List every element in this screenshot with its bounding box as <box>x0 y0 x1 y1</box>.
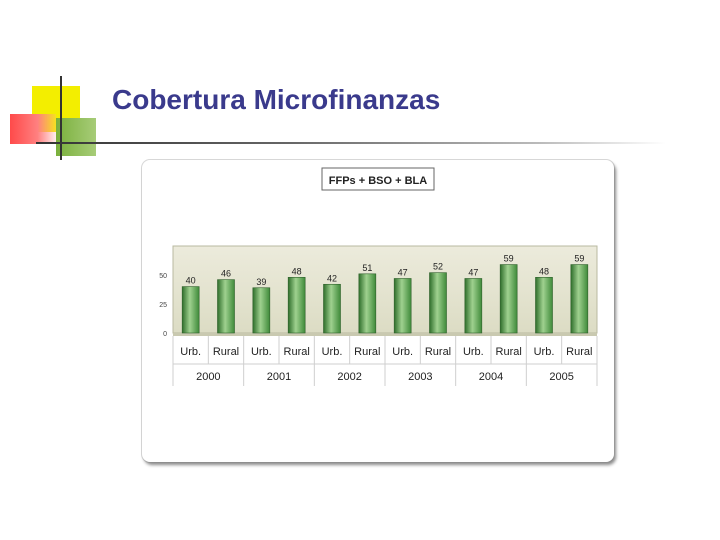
bar <box>181 286 200 334</box>
bar-value-label: 47 <box>468 267 478 277</box>
x-category-label: Rural <box>354 346 380 358</box>
x-category-label: Urb. <box>463 346 484 358</box>
bar <box>499 264 518 334</box>
bar-value-label: 40 <box>186 276 196 286</box>
decor-green-square <box>56 118 96 156</box>
x-group-label: 2004 <box>479 371 503 383</box>
bar <box>217 279 235 334</box>
slide-title: Cobertura Microfinanzas <box>112 84 441 115</box>
bar <box>252 287 271 334</box>
decor-horizontal-line <box>36 142 666 144</box>
bar-value-label: 48 <box>292 266 302 276</box>
bar-value-label: 48 <box>539 266 549 276</box>
bar-value-label: 46 <box>221 269 231 279</box>
bar-value-label: 47 <box>398 267 408 277</box>
bar-value-label: 52 <box>433 262 443 272</box>
plot-floor <box>173 333 597 336</box>
x-category-label: Urb. <box>180 346 201 358</box>
x-category-label: Rural <box>213 346 239 358</box>
chart-title: FFPs + BSO + BLA <box>329 175 427 187</box>
x-group-label: 2003 <box>408 371 432 383</box>
y-tick-label: 0 <box>163 331 167 338</box>
bar <box>393 278 412 334</box>
y-tick-label: 25 <box>159 302 167 309</box>
plot-area <box>172 245 598 334</box>
x-category-label: Rural <box>425 346 451 358</box>
chart-panel: FFPs + BSO + BLA 0 25 50 40 46 39 48 42 51 47 52 47 5… <box>142 160 614 462</box>
bar <box>429 272 447 334</box>
bar-value-label: 59 <box>504 254 514 264</box>
bar-value-label: 42 <box>327 273 337 283</box>
x-category-label: Urb. <box>322 346 343 358</box>
decor-vertical-line <box>60 76 62 160</box>
x-category-label: Rural <box>496 346 522 358</box>
bar-chart: FFPs + BSO + BLA 0 25 50 40 46 39 48 42 51 47 52 47 5… <box>159 167 598 386</box>
bar <box>287 277 306 334</box>
bar <box>535 277 553 334</box>
x-group-label: 2000 <box>196 371 220 383</box>
bar <box>464 278 483 334</box>
x-category-label: Rural <box>284 346 310 358</box>
x-group-label: 2005 <box>549 371 573 383</box>
bar-value-label: 51 <box>362 263 372 273</box>
x-category-label: Urb. <box>251 346 272 358</box>
bar-value-label: 59 <box>574 254 584 264</box>
bar-value-label: 39 <box>256 277 266 287</box>
x-group-label: 2001 <box>267 371 291 383</box>
chart-title-box <box>321 167 435 191</box>
x-category-label: Rural <box>566 346 592 358</box>
x-category-label: Urb. <box>392 346 413 358</box>
x-group-label: 2002 <box>337 371 361 383</box>
x-category-label: Urb. <box>534 346 555 358</box>
bar <box>323 283 341 334</box>
y-tick-label: 50 <box>159 273 167 280</box>
decor-red-square <box>10 114 56 144</box>
bar <box>570 264 589 334</box>
bar <box>358 273 377 334</box>
